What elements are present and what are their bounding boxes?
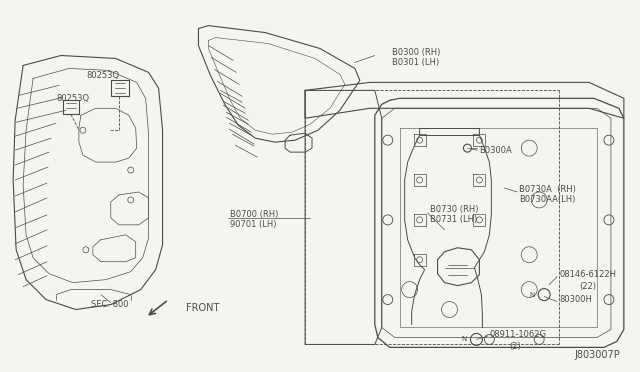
- Text: B0301 (LH): B0301 (LH): [392, 58, 439, 67]
- Text: B0700 (RH): B0700 (RH): [230, 211, 278, 219]
- Text: 80253Q: 80253Q: [56, 94, 89, 103]
- Text: (22): (22): [579, 282, 596, 291]
- Text: 08146-6122H: 08146-6122H: [559, 270, 616, 279]
- Text: (2): (2): [509, 342, 521, 351]
- Text: B0300A: B0300A: [479, 145, 512, 155]
- Text: 80300H: 80300H: [559, 295, 592, 304]
- Text: N: N: [461, 336, 467, 342]
- Text: 90701 (LH): 90701 (LH): [230, 220, 277, 230]
- Text: N: N: [529, 292, 534, 298]
- Text: B0730 (RH): B0730 (RH): [429, 205, 478, 214]
- Text: B0730A  (RH): B0730A (RH): [519, 186, 576, 195]
- Text: FRONT: FRONT: [186, 302, 219, 312]
- Text: 80253Q: 80253Q: [86, 71, 119, 80]
- Text: B0731 (LH): B0731 (LH): [429, 215, 477, 224]
- Text: B0730AA(LH): B0730AA(LH): [519, 195, 575, 205]
- Text: B0300 (RH): B0300 (RH): [392, 48, 440, 57]
- Text: SEC. 800: SEC. 800: [91, 300, 129, 309]
- Text: 08911-1062G: 08911-1062G: [490, 330, 547, 339]
- Text: J803007P: J803007P: [574, 350, 620, 360]
